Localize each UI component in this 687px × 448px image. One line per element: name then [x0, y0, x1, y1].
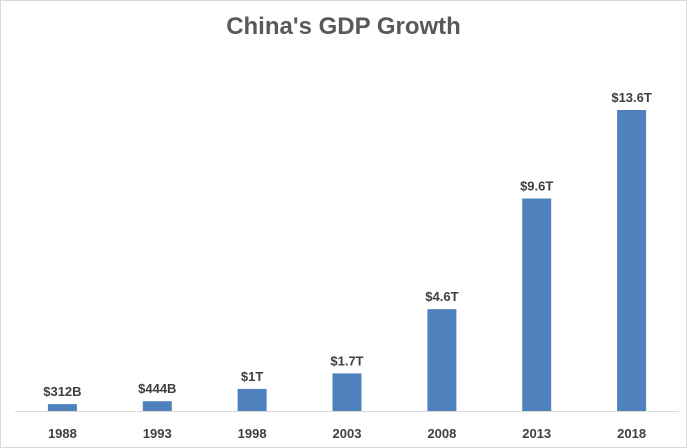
x-tick-2018: 2018: [617, 426, 646, 441]
data-label-2003: $1.7T: [330, 353, 363, 368]
x-tick-1993: 1993: [143, 426, 172, 441]
x-tick-2008: 2008: [427, 426, 456, 441]
x-tick-labels: 1988 1993 1998 2003 2008 2013 2018: [48, 426, 646, 441]
x-tick-2013: 2013: [522, 426, 551, 441]
data-label-2008: $4.6T: [425, 289, 458, 304]
bar-2008: [427, 309, 457, 411]
bar-1988: [47, 404, 77, 411]
bar-2018: [617, 110, 647, 411]
x-tick-1988: 1988: [48, 426, 77, 441]
data-label-2013: $9.6T: [520, 179, 553, 194]
data-label-1988: $312B: [43, 384, 81, 399]
bars-layer: $312B $444B $1T $1.7T $4.6T $9.6T $13.6T: [43, 90, 652, 411]
bar-2003: [332, 373, 362, 411]
chart-title: China's GDP Growth: [226, 13, 461, 40]
bar-1998: [237, 388, 267, 411]
data-label-1998: $1T: [241, 369, 263, 384]
bar-1993: [142, 401, 172, 411]
x-tick-1998: 1998: [238, 426, 267, 441]
data-label-2018: $13.6T: [611, 90, 652, 105]
bar-2013: [522, 198, 552, 411]
data-label-1993: $444B: [138, 381, 176, 396]
x-tick-2003: 2003: [333, 426, 362, 441]
